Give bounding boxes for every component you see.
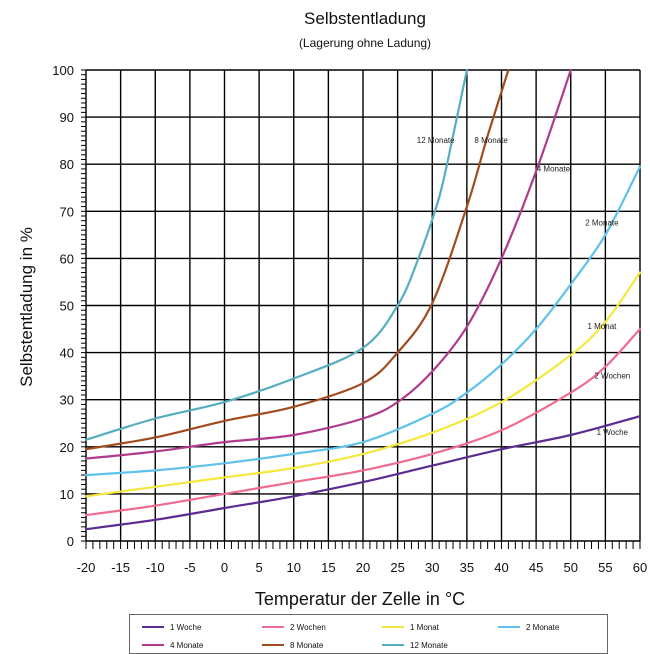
legend-label: 2 Monate (526, 622, 560, 632)
series-line-1-monat (84, 271, 642, 498)
x-tick-label: 30 (425, 560, 439, 575)
curve-label: 8 Monate (474, 136, 508, 145)
x-tick-label: 5 (256, 560, 263, 575)
chart-title: Selbstentladung (304, 9, 426, 28)
legend-swatch (142, 644, 164, 646)
chart-subtitle: (Lagerung ohne Ladung) (298, 36, 432, 50)
y-tick-label: 90 (60, 110, 74, 125)
legend-item: 8 Monate (262, 638, 323, 652)
curve-label: 1 Woche (597, 428, 629, 437)
curve-label: 2 Monate (585, 218, 619, 227)
series-line-8-monate (84, 68, 510, 451)
series-line-2-monate (84, 165, 642, 477)
legend-swatch (382, 644, 404, 646)
y-tick-label: 0 (67, 534, 74, 549)
legend-label: 1 Monat (410, 622, 439, 632)
series-line-12-monate (84, 68, 468, 441)
x-tick-label: 60 (633, 560, 647, 575)
x-tick-label: 40 (494, 560, 508, 575)
x-tick-label: 15 (321, 560, 335, 575)
legend-label: 8 Monate (290, 640, 324, 650)
curve-label: 12 Monate (417, 136, 455, 145)
y-tick-label: 40 (60, 346, 74, 361)
y-tick-label: 50 (60, 299, 74, 314)
legend-swatch (382, 626, 404, 628)
legend-item: 1 Woche (142, 620, 201, 634)
y-tick-label: 70 (60, 204, 74, 219)
legend-label: 1 Woche (170, 622, 202, 632)
legend-item: 12 Monate (382, 638, 448, 652)
legend-swatch (142, 626, 164, 628)
series-lines (84, 68, 642, 531)
y-tick-label: 30 (60, 393, 74, 408)
series-line-4-monate (84, 68, 572, 460)
x-tick-label: 55 (598, 560, 612, 575)
legend-label: 2 Wochen (290, 622, 326, 632)
x-tick-label: 35 (460, 560, 474, 575)
minor-ticks (81, 69, 641, 549)
x-tick-label: 0 (221, 560, 228, 575)
legend-label: 4 Monate (170, 640, 204, 650)
x-tick-label: 50 (564, 560, 578, 575)
curve-label: 2 Wochen (594, 372, 630, 381)
legend-item: 2 Monate (498, 620, 559, 634)
legend-swatch (262, 644, 284, 646)
y-tick-label: 10 (60, 487, 74, 502)
x-tick-label: 20 (356, 560, 370, 575)
legend-label: 12 Monate (410, 640, 448, 650)
y-tick-label: 100 (52, 63, 74, 78)
curve-label: 4 Monate (537, 164, 571, 173)
x-tick-label: 45 (529, 560, 543, 575)
legend-item: 1 Monat (382, 620, 439, 634)
y-tick-label: 20 (60, 440, 74, 455)
y-axis-label: Selbstentladung in % (17, 227, 36, 387)
legend-swatch (262, 626, 284, 628)
x-tick-label: -10 (146, 560, 165, 575)
legend-swatch (498, 626, 520, 628)
x-tick-label: -15 (111, 560, 130, 575)
tick-labels: -20 -15 -10 -5 0 5 10 15 20 25 30 35 40 45 50 55 60 0 10 20… (52, 63, 647, 575)
y-tick-label: 80 (60, 157, 74, 172)
x-tick-label: 25 (390, 560, 404, 575)
series-line-1-woche (84, 415, 642, 531)
curve-label: 1 Monat (587, 322, 617, 331)
x-axis-label: Temperatur der Zelle in °C (254, 589, 466, 609)
x-tick-label: -20 (77, 560, 96, 575)
legend: 1 Woche 2 Wochen 1 Monat 2 Monate 4 Monate 8 … (129, 614, 608, 654)
series-line-2-wochen (84, 327, 642, 517)
x-tick-label: -5 (184, 560, 196, 575)
legend-item: 4 Monate (142, 638, 203, 652)
x-tick-label: 10 (287, 560, 301, 575)
legend-item: 2 Wochen (262, 620, 326, 634)
curve-labels: 12 Monate 8 Monate 4 Monate 2 Monate 1 Monat… (417, 136, 630, 437)
y-tick-label: 60 (60, 251, 74, 266)
